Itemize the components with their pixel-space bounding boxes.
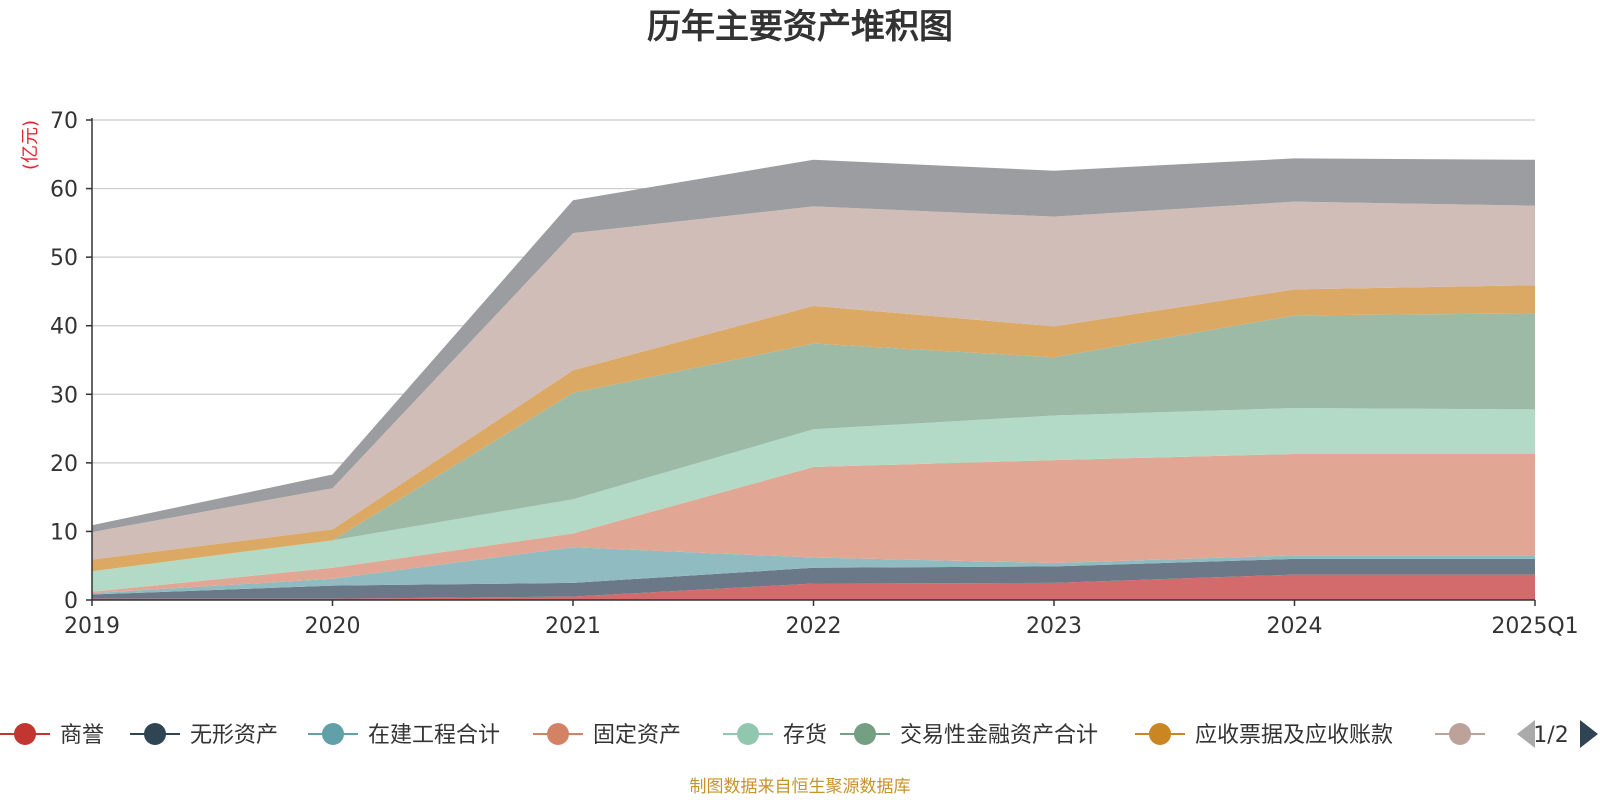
legend-marker (322, 723, 344, 745)
legend-item[interactable]: 固定资产 (533, 723, 681, 748)
legend-label: 交易性金融资产合计 (900, 723, 1098, 748)
y-tick-label: 10 (50, 520, 78, 545)
legend-label: 无形资产 (190, 723, 278, 748)
legend-item[interactable]: 商誉 (0, 723, 104, 748)
stacked-areas (92, 158, 1535, 600)
y-tick-label: 0 (64, 589, 78, 614)
area-series[interactable] (92, 453, 1535, 594)
legend-marker (1149, 723, 1171, 745)
area-series[interactable] (92, 158, 1535, 533)
area-series[interactable] (92, 285, 1535, 572)
area-series[interactable] (92, 313, 1535, 572)
legend-item[interactable] (1435, 723, 1485, 745)
legend-label: 在建工程合计 (368, 723, 500, 748)
x-tick-label: 2021 (545, 614, 601, 639)
x-tick-label: 2023 (1026, 614, 1082, 639)
legend-item[interactable]: 存货 (723, 723, 827, 748)
y-tick-label: 40 (50, 315, 78, 340)
legend-marker (737, 723, 759, 745)
area-series[interactable] (92, 547, 1535, 595)
legend-next-page-icon[interactable] (1580, 720, 1598, 748)
area-series[interactable] (92, 201, 1535, 560)
x-tick-label: 2019 (64, 614, 120, 639)
legend-marker (14, 723, 36, 745)
x-tick-label: 2024 (1267, 614, 1323, 639)
legend-item[interactable]: 交易性金融资产合计 (840, 723, 1098, 748)
area-series[interactable] (92, 558, 1535, 599)
legend-label: 商誉 (60, 723, 104, 748)
area-series[interactable] (92, 408, 1535, 592)
data-source-note: 制图数据来自恒生聚源数据库 (690, 777, 911, 797)
y-tick-label: 30 (50, 383, 78, 408)
legend-marker (1449, 723, 1471, 745)
legend-page-indicator: 1/2 (1533, 723, 1568, 748)
legend: 商誉 无形资产 在建工程合计 固定资产 存货 交易性金融资产合计 应收票据及应收账款 1/2 (0, 720, 1598, 748)
x-tick-label: 2025Q1 (1491, 614, 1578, 639)
legend-marker (854, 723, 876, 745)
legend-item[interactable]: 应收票据及应收账款 (1135, 723, 1393, 748)
x-tick-label: 2020 (305, 614, 361, 639)
area-series[interactable] (92, 574, 1535, 600)
y-tick-label: 20 (50, 452, 78, 477)
legend-item[interactable]: 无形资产 (130, 723, 278, 748)
legend-prev-page-icon[interactable] (1517, 720, 1535, 748)
y-tick-label: 70 (50, 109, 78, 134)
legend-item[interactable]: 在建工程合计 (308, 723, 500, 748)
legend-marker (144, 723, 166, 745)
legend-label: 固定资产 (593, 723, 681, 748)
legend-label: 存货 (783, 723, 827, 748)
x-tick-label: 2022 (786, 614, 842, 639)
legend-label: 应收票据及应收账款 (1195, 723, 1393, 748)
axes: 0 10 20 30 40 50 60 70 2019 2020 2021 2022 2023 2024 2… (50, 109, 1579, 639)
legend-marker (547, 723, 569, 745)
y-axis-unit: (亿元) (20, 120, 41, 170)
chart-title: 历年主要资产堆积图 (647, 7, 953, 47)
y-tick-label: 60 (50, 178, 78, 203)
y-tick-label: 50 (50, 246, 78, 271)
